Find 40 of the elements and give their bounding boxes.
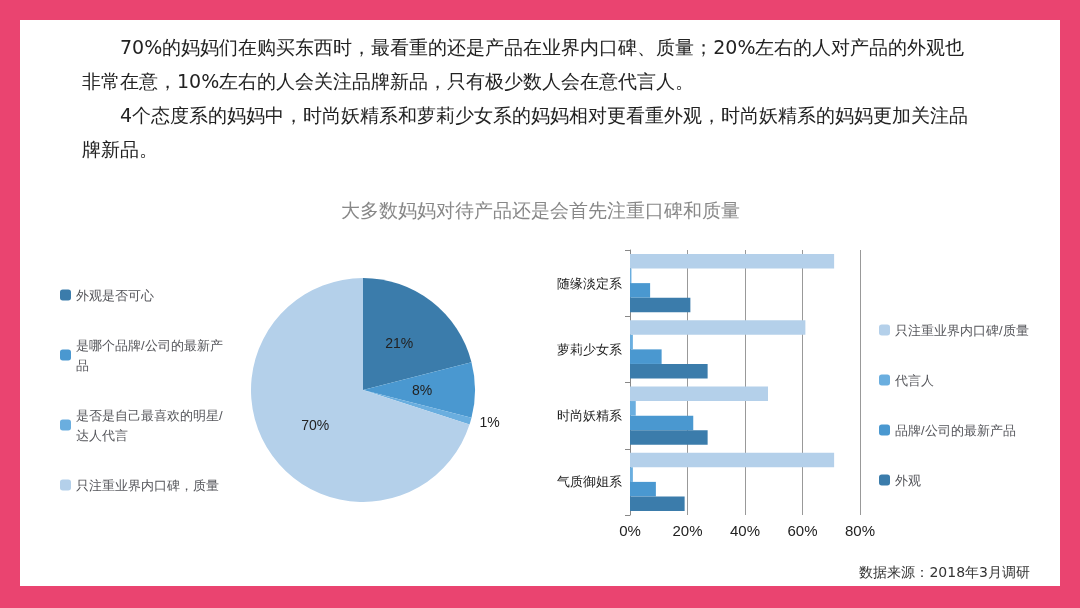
bar: [630, 467, 633, 482]
y-tick-label: 萝莉少女系: [557, 341, 622, 357]
data-label: 70%: [301, 416, 330, 433]
legend-label: 是否是自己最喜欢的明星/达人代言: [76, 407, 223, 443]
bar: [630, 386, 768, 402]
x-tick-label: 0%: [619, 522, 641, 539]
text: 大多数妈妈对待产品还是会首先注重口碑和质量: [339, 198, 741, 223]
y-tick-label: 随缘淡定系: [557, 275, 622, 291]
legend-label: 代言人: [894, 372, 934, 388]
bar: [630, 253, 835, 269]
source-note: 数据来源：2018年3月调研: [859, 564, 1030, 582]
bar: [630, 334, 633, 350]
bar: [630, 283, 651, 298]
y-tick-label: 气质御姐系: [557, 474, 622, 490]
bar: [630, 430, 708, 445]
bar: [630, 452, 835, 468]
data-label: 21%: [385, 335, 414, 352]
data-label: 1%: [479, 413, 500, 430]
bar: [630, 401, 636, 416]
legend-label: 品牌/公司的最新产品: [895, 422, 1016, 438]
text: 4个态度系的妈妈中，时尚妖精系和萝莉少女系的妈妈相对更看重外观，时尚妖精系的妈妈更加关注品牌新品。: [82, 103, 970, 162]
bar: [630, 320, 806, 335]
x-tick-label: 60%: [787, 522, 818, 539]
legend-label: 外观是否可心: [76, 287, 154, 303]
bar: [630, 349, 662, 364]
bar: [630, 297, 691, 313]
legend-label: 只注重业界内口碑，质量: [76, 477, 219, 493]
bar: [630, 481, 656, 497]
text: 70%的妈妈们在购买东西时，最看重的还是产品在业界内口碑、质量；20%左右的人对产品的外观也非常在意，10%左右的人会关注品牌新品，只有极少数人会在意代言人。: [82, 35, 966, 94]
legend-label: 只注重业界内口碑/质量: [895, 322, 1029, 338]
x-tick-label: 80%: [844, 522, 876, 539]
x-tick-label: 40%: [729, 522, 761, 539]
x-tick-label: 20%: [672, 522, 703, 539]
data-label: 8%: [411, 382, 433, 398]
bar: [630, 363, 708, 379]
legend-label: 外观: [895, 472, 921, 488]
y-tick-label: 时尚妖精系: [557, 408, 622, 424]
bar: [630, 415, 694, 431]
bar: [630, 496, 685, 512]
legend-label: 是哪个品牌/公司的最新产品: [76, 337, 223, 373]
